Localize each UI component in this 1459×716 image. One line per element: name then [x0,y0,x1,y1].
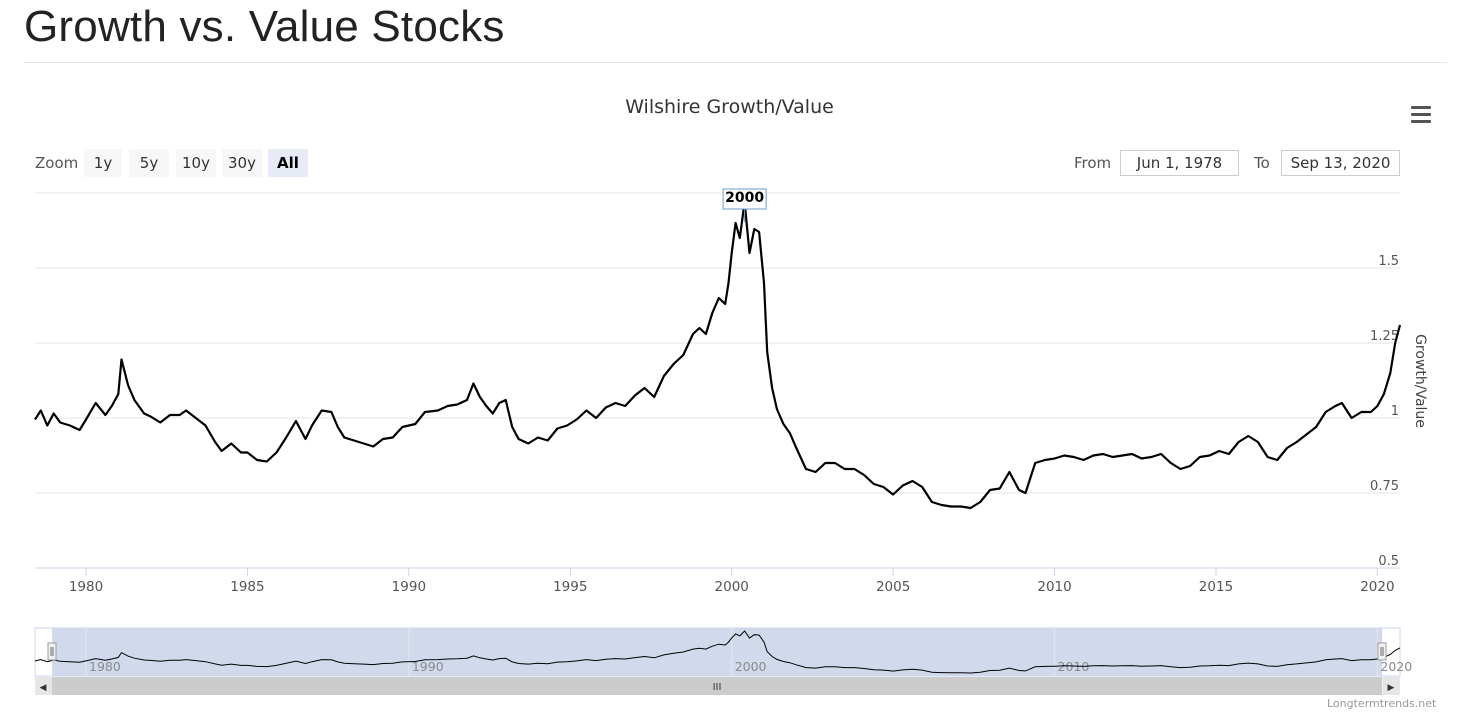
scrollbar-left-button[interactable] [35,677,52,695]
scrollbar-right-button[interactable] [1383,677,1400,695]
y-axis-title: Growth/Value [1412,334,1428,428]
title-divider [24,62,1447,63]
zoom-button-1y[interactable]: 1y [84,149,122,177]
page-title: Growth vs. Value Stocks [24,2,505,51]
x-tick-label: 1980 [69,579,103,595]
grid-lines [35,192,1400,569]
x-tick-label: 2020 [1360,579,1394,595]
x-tick-label: 1985 [230,579,264,595]
navigator-x-ticks: 1980 1990 2000 2010 2020 [85,628,1412,676]
x-tick-label: 2005 [876,579,910,595]
from-label: From [1074,154,1112,172]
navigator: 1980 1990 2000 2010 2020 [34,627,1412,677]
navigator-tick-label: 2000 [735,659,767,674]
y-tick-label: 1.5 [1378,254,1399,269]
chart-title: Wilshire Growth/Value [625,96,834,118]
zoom-button-30y[interactable]: 30y [222,149,262,177]
navigator-tick-label: 2010 [1058,659,1090,674]
x-tick-label: 2015 [1199,579,1233,595]
x-tick-label: 2010 [1037,579,1071,595]
hamburger-menu-icon[interactable] [1410,104,1432,124]
navigator-scrollbar[interactable]: III ◀ ▶ [35,677,1400,695]
y-tick-label: 0.75 [1370,479,1399,494]
navigator-tick-label: 1990 [412,659,444,674]
y-tick-label: 0.5 [1378,554,1399,569]
scrollbar-track[interactable] [35,677,1400,695]
zoom-label: Zoom [35,154,79,172]
navigator-series-line [34,630,1401,674]
navigator-tick-label: 2020 [1380,659,1412,674]
zoom-button-10y[interactable]: 10y [176,149,216,177]
navigator-left-handle[interactable] [47,642,57,661]
x-axis-ticks: 1980 1985 1990 1995 2000 2005 2010 2015 2020 [69,568,1395,595]
credit-link[interactable]: Longtermtrends.net [1327,697,1437,710]
scrollbar-grip: III [713,682,722,693]
navigator-frame [34,627,1401,677]
x-tick-label: 2000 [715,579,749,595]
series-line-growth-value [34,200,1402,510]
annotation-label: 2000 [725,190,764,206]
navigator-right-handle[interactable] [1377,642,1387,661]
y-axis-labels: 0.5 0.75 1 1.25 1.5 [1370,254,1399,569]
zoom-button-all[interactable]: All [268,149,308,177]
to-date-input[interactable] [1281,150,1400,176]
from-date-input[interactable] [1120,150,1239,176]
y-tick-label: 1.25 [1370,329,1399,344]
x-tick-label: 1995 [553,579,587,595]
to-label: To [1254,154,1270,172]
navigator-tick-label: 1980 [89,659,121,674]
annotation-flag[interactable]: 2000 [722,188,767,222]
y-tick-label: 1 [1391,404,1399,419]
scroll-left-arrow-icon: ◀ [40,683,47,693]
zoom-button-5y[interactable]: 5y [129,149,169,177]
navigator-mask [52,628,1382,676]
scrollbar-thumb[interactable] [52,677,1382,695]
scroll-right-arrow-icon: ▶ [1388,683,1395,693]
x-tick-label: 1990 [392,579,426,595]
